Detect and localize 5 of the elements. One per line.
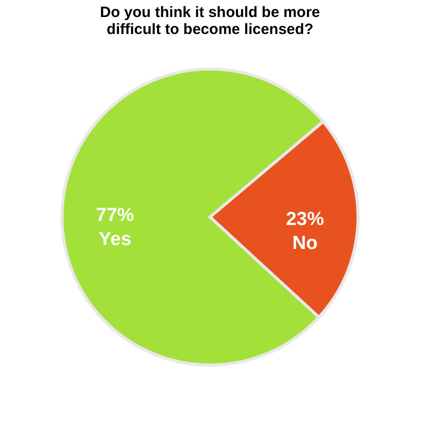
data-label: 77% — [96, 204, 134, 226]
data-label: 23% — [286, 209, 324, 230]
chart-title: Do you think it should be more difficult to become licensed? — [100, 4, 320, 38]
slice-label: No — [292, 233, 318, 254]
slice-label: Yes — [98, 228, 132, 250]
